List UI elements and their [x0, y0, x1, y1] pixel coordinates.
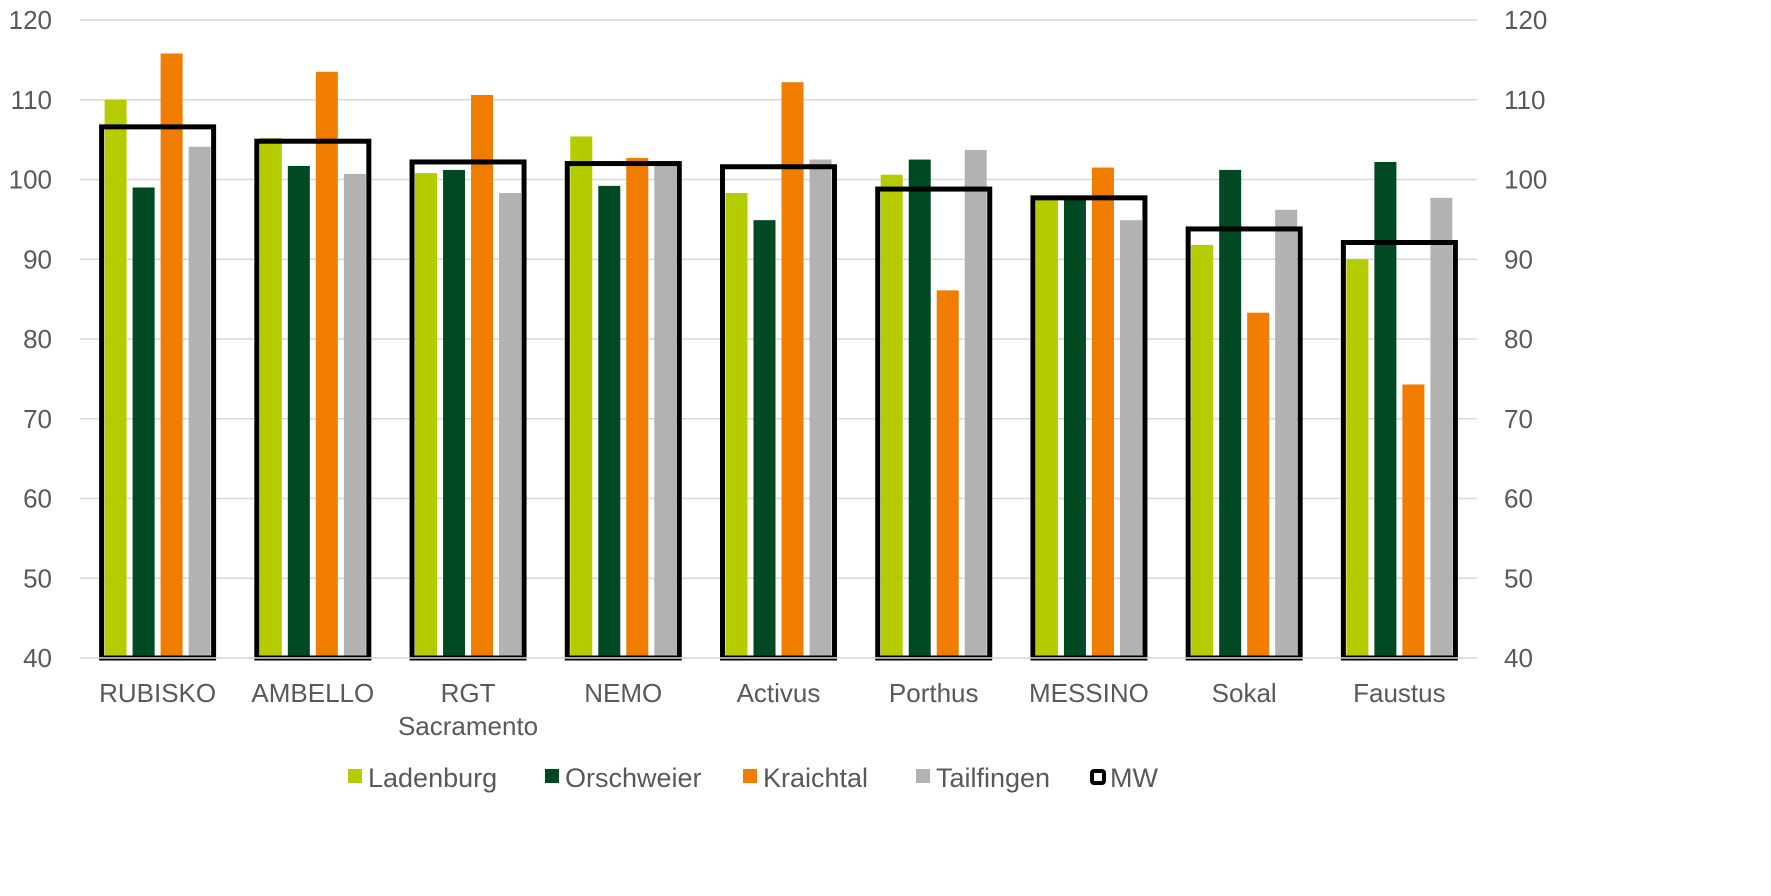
- legend-label: MW: [1110, 763, 1158, 793]
- bar-orschweier: [1063, 197, 1086, 658]
- legend-label: Tailfingen: [936, 763, 1050, 793]
- bar-ladenburg: [259, 138, 282, 658]
- bar-ladenburg: [570, 136, 593, 658]
- bar-kraichtal: [1402, 384, 1425, 658]
- legend-swatch: [545, 769, 559, 783]
- legend-swatch: [916, 769, 930, 783]
- y-tick-label: 50: [23, 563, 52, 593]
- legend-label: Kraichtal: [763, 763, 868, 793]
- bar-tailfingen: [654, 163, 677, 659]
- y2-tick-label: 40: [1504, 643, 1533, 673]
- bar-kraichtal: [781, 82, 804, 658]
- bar-ladenburg: [725, 193, 748, 658]
- bar-kraichtal: [160, 53, 183, 659]
- y2-tick-label: 60: [1504, 484, 1533, 514]
- bar-orschweier: [287, 165, 310, 658]
- y2-tick-label: 50: [1504, 563, 1533, 593]
- bar-ladenburg: [1191, 244, 1214, 658]
- bar-kraichtal: [936, 290, 959, 658]
- legend-label: Orschweier: [565, 763, 702, 793]
- bar-kraichtal: [626, 157, 649, 658]
- y-tick-label: 80: [23, 324, 52, 354]
- legend-swatch: [1090, 769, 1106, 785]
- y-axis-left-ticks: 40 50 60 70 80 90 100 110 120: [9, 5, 52, 673]
- y-tick-label: 100: [9, 165, 52, 195]
- bar-orschweier: [908, 159, 931, 658]
- bar-ladenburg: [1346, 259, 1369, 658]
- category-label: AMBELLO: [251, 678, 374, 708]
- bar-orschweier: [1219, 169, 1242, 658]
- bar-ladenburg: [1035, 197, 1058, 658]
- category-label: RUBISKO: [99, 678, 216, 708]
- mean-boxes: [99, 124, 1458, 661]
- category-label: Sacramento: [398, 711, 538, 741]
- bar-ladenburg: [415, 173, 438, 658]
- y2-tick-label: 90: [1504, 244, 1533, 274]
- bar-tailfingen: [343, 173, 366, 659]
- legend: Ladenburg Orschweier Kraichtal Tailfingen MW: [348, 763, 1158, 793]
- bar-tailfingen: [499, 193, 522, 658]
- bar-kraichtal: [471, 94, 494, 659]
- y-tick-label: 40: [23, 643, 52, 673]
- legend-swatch: [348, 769, 362, 783]
- bar-orschweier: [598, 185, 621, 658]
- bar-kraichtal: [1091, 167, 1114, 658]
- bar-tailfingen: [188, 146, 211, 659]
- gridlines: [80, 19, 1477, 659]
- bar-orschweier: [1374, 161, 1397, 658]
- y-tick-label: 70: [23, 404, 52, 434]
- category-label: RGT: [441, 678, 496, 708]
- y2-tick-label: 80: [1504, 324, 1533, 354]
- bar-tailfingen: [1430, 197, 1453, 658]
- y-axis-right-ticks: 40 50 60 70 80 90 100 110 120: [1504, 5, 1547, 673]
- category-label: Faustus: [1353, 678, 1446, 708]
- bar-series: [104, 53, 1453, 659]
- bar-tailfingen: [1119, 220, 1142, 659]
- category-label: MESSINO: [1029, 678, 1149, 708]
- bar-ladenburg: [880, 174, 903, 658]
- bar-kraichtal: [1247, 312, 1270, 658]
- bar-ladenburg: [104, 99, 127, 658]
- y2-tick-label: 110: [1504, 85, 1545, 115]
- y-tick-label: 110: [11, 85, 52, 115]
- bar-orschweier: [753, 220, 776, 659]
- category-label: NEMO: [584, 678, 662, 708]
- y2-tick-label: 120: [1504, 5, 1547, 35]
- bar-kraichtal: [315, 71, 338, 658]
- legend-label: Ladenburg: [368, 763, 497, 793]
- bar-orschweier: [132, 187, 155, 658]
- category-label: Activus: [737, 678, 821, 708]
- y-tick-label: 60: [23, 484, 52, 514]
- bar-tailfingen: [809, 159, 832, 658]
- y-tick-label: 90: [23, 244, 52, 274]
- y2-tick-label: 100: [1504, 165, 1547, 195]
- y-tick-label: 120: [9, 5, 52, 35]
- bar-tailfingen: [964, 149, 987, 658]
- legend-swatch: [743, 769, 757, 783]
- y2-tick-label: 70: [1504, 404, 1533, 434]
- bar-orschweier: [443, 169, 466, 658]
- category-label: Sokal: [1212, 678, 1277, 708]
- bar-tailfingen: [1275, 209, 1298, 658]
- category-label: Porthus: [889, 678, 979, 708]
